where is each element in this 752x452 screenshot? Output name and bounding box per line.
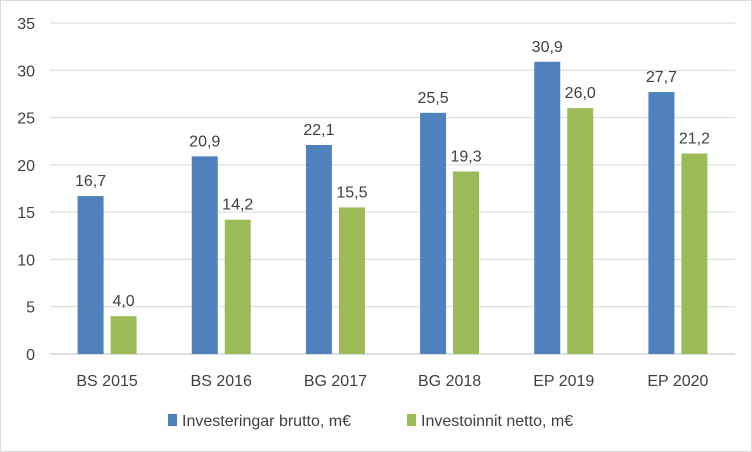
x-tick-label: BS 2016 [191, 373, 252, 390]
data-label: 22,1 [303, 122, 334, 139]
data-label: 19,3 [451, 148, 482, 165]
bar-brutto [191, 156, 218, 354]
bar-netto [681, 153, 708, 354]
x-tick-label: EP 2020 [647, 373, 708, 390]
data-label: 21,2 [679, 131, 710, 148]
bar-netto [338, 207, 365, 354]
bar-brutto [305, 144, 332, 354]
legend-swatch [407, 414, 416, 426]
x-tick-label: BS 2015 [76, 373, 137, 390]
bar-netto [110, 316, 137, 354]
bar-netto [453, 171, 480, 354]
data-label: 26,0 [565, 85, 596, 102]
y-tick-label: 15 [17, 205, 35, 222]
y-tick-label: 25 [17, 111, 35, 128]
y-tick-label: 35 [17, 16, 35, 33]
bar-brutto [77, 196, 104, 354]
data-label: 15,5 [336, 184, 367, 201]
data-label: 27,7 [646, 69, 677, 86]
y-tick-label: 10 [17, 252, 35, 269]
y-tick-label: 30 [17, 63, 35, 80]
bar-netto [224, 219, 251, 354]
data-label: 4,0 [112, 293, 134, 310]
legend-label: Investeringar brutto, m€ [182, 413, 351, 430]
bar-brutto [534, 61, 561, 354]
y-tick-label: 5 [26, 300, 35, 317]
data-label: 14,2 [222, 197, 253, 214]
legend-swatch [168, 414, 177, 426]
bar-brutto [420, 112, 447, 354]
y-tick-label: 0 [26, 347, 35, 364]
x-tick-label: EP 2019 [533, 373, 594, 390]
bar-brutto [648, 92, 675, 354]
data-label: 25,5 [418, 90, 449, 107]
data-label: 20,9 [189, 133, 220, 150]
data-label: 16,7 [75, 173, 106, 190]
bar-netto [567, 108, 594, 354]
data-label: 30,9 [532, 39, 563, 56]
legend-label: Investoinnit netto, m€ [421, 413, 573, 430]
x-tick-label: BG 2017 [304, 373, 367, 390]
y-tick-label: 20 [17, 158, 35, 175]
x-tick-label: BG 2018 [418, 373, 481, 390]
